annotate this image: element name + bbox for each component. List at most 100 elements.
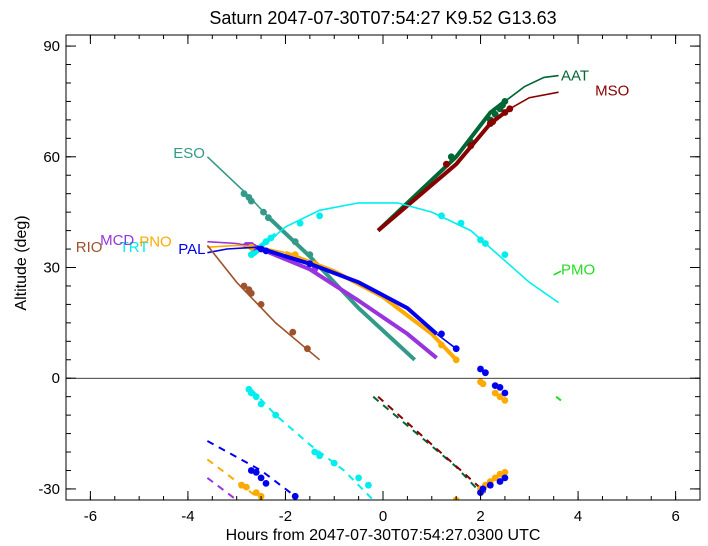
pno-point-4 <box>438 341 445 349</box>
mso-point-5 <box>506 105 514 113</box>
trt-point-8 <box>438 212 445 220</box>
mso-point-3 <box>489 118 497 126</box>
pno-point-20 <box>501 468 509 476</box>
pmo-below-horizon-line <box>555 395 562 402</box>
trt-point-19 <box>316 452 323 460</box>
trt-altitude-line <box>250 202 560 304</box>
series-mcd <box>206 240 438 500</box>
trt-point-6 <box>296 219 304 227</box>
y-tick-label-1: 0 <box>52 370 60 387</box>
pno-point-5 <box>452 356 460 364</box>
y-tick-label-0: -30 <box>38 481 60 498</box>
trt-point-4 <box>262 238 270 246</box>
pal-observable-line <box>255 245 438 336</box>
aat-point-0 <box>447 153 455 161</box>
trt-point-12 <box>501 251 509 258</box>
aat-altitude-line <box>504 74 559 103</box>
pal-point-16 <box>479 485 487 493</box>
eso-point-4 <box>265 214 272 222</box>
y-tick-label-3: 60 <box>43 149 60 166</box>
label-eso: ESO <box>173 145 205 162</box>
pno-point-12 <box>243 483 250 491</box>
trt-point-20 <box>330 459 338 467</box>
series-rio <box>206 244 321 361</box>
rio-point-4 <box>289 328 297 336</box>
x-tick-label-3: 0 <box>379 508 387 525</box>
x-tick-label-5: 4 <box>574 508 582 525</box>
x-tick-label-4: 2 <box>476 508 484 525</box>
rio-point-5 <box>304 345 311 353</box>
aat-observable-line <box>376 99 507 233</box>
series-mso <box>376 91 559 494</box>
aat-point-6 <box>501 98 509 105</box>
trt-point-22 <box>365 481 372 489</box>
trt-point-5 <box>267 234 275 242</box>
label-pal: PAL <box>178 241 205 258</box>
x-tick-label-2: -2 <box>279 508 292 525</box>
pal-point-2 <box>306 260 314 268</box>
aat-below-horizon-line <box>372 395 482 494</box>
rio-altitude-line <box>206 244 321 361</box>
pno-point-18 <box>491 474 499 482</box>
mso-altitude-line <box>509 91 559 110</box>
series-aat <box>372 74 559 494</box>
pal-point-6 <box>482 369 489 377</box>
eso-point-6 <box>306 251 314 258</box>
pal-point-13 <box>262 480 270 487</box>
x-tick-label-0: -6 <box>84 508 97 525</box>
eso-observable-line <box>269 218 417 362</box>
pal-point-17 <box>486 481 494 489</box>
mcd-observable-line <box>255 245 438 360</box>
pal-point-4 <box>452 345 460 353</box>
mso-point-4 <box>501 109 509 116</box>
mso-point-1 <box>467 142 475 150</box>
pal-point-18 <box>496 478 504 485</box>
x-tick-label-6: 6 <box>671 508 679 525</box>
mso-below-horizon-line <box>377 395 487 494</box>
eso-point-2 <box>247 197 255 205</box>
series-pal <box>206 245 509 500</box>
trt-point-14 <box>247 389 255 397</box>
pal-point-12 <box>257 474 265 482</box>
pmo-altitude-line <box>553 270 562 276</box>
mcd-below-horizon-line <box>206 477 238 500</box>
eso-point-0 <box>240 190 248 198</box>
mso-point-0 <box>443 160 450 168</box>
trt-point-7 <box>316 212 323 220</box>
label-pno: PNO <box>139 234 172 251</box>
label-mso: MSO <box>595 82 629 99</box>
pal-point-3 <box>438 330 445 338</box>
series-trt <box>245 202 560 500</box>
y-axis-label: Altitude (deg) <box>13 215 30 310</box>
pno-point-7 <box>479 380 487 388</box>
pal-altitude-line <box>207 246 257 254</box>
label-aat: AAT <box>561 68 589 85</box>
trt-point-18 <box>311 448 319 456</box>
trt-point-21 <box>355 474 362 482</box>
chart-title: Saturn 2047-07-30T07:54:27 K9.52 G13.63 <box>209 8 556 28</box>
label-pmo: PMO <box>561 261 595 278</box>
eso-point-3 <box>260 208 267 216</box>
pal-point-9 <box>501 389 509 397</box>
pal-point-11 <box>252 468 260 476</box>
x-tick-label-1: -4 <box>181 508 194 525</box>
trt-point-16 <box>257 400 265 408</box>
trt-below-horizon-line <box>250 388 374 500</box>
pal-point-5 <box>477 365 484 373</box>
pno-point-10 <box>501 397 509 404</box>
y-tick-label-2: 30 <box>43 260 60 277</box>
eso-point-5 <box>291 238 299 246</box>
rio-point-3 <box>257 301 265 308</box>
label-trt: TRT <box>120 239 149 256</box>
axes-layer: -6 -4 -2 0 2 4 6 -30 0 30 60 90 <box>38 34 701 525</box>
series-pmo <box>553 270 562 402</box>
pno-point-8 <box>491 389 499 397</box>
pno-point-9 <box>496 393 504 401</box>
rio-point-0 <box>240 282 248 290</box>
series-eso <box>206 156 417 362</box>
rio-point-2 <box>247 289 255 297</box>
trt-point-9 <box>457 219 465 227</box>
pal-point-14 <box>291 492 299 500</box>
